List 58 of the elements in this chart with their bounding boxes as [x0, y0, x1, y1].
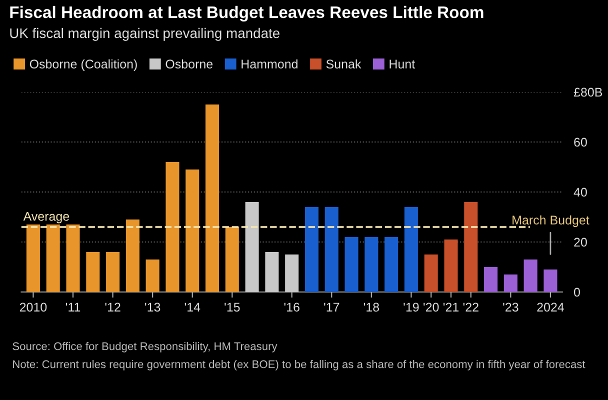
x-tick-label: '15 [224, 302, 240, 312]
bar [304, 207, 318, 292]
x-tick-label: '12 [105, 302, 120, 312]
ref-line-label: Average [23, 212, 70, 224]
bar [245, 202, 259, 292]
bar [504, 274, 518, 292]
chart-subtitle: UK fiscal margin against prevailing mandate [10, 28, 280, 41]
bar [364, 237, 378, 292]
chart-title: Fiscal Headroom at Last Budget Leaves Reeves Little Room [10, 6, 484, 22]
x-tick-label: '22 [463, 302, 478, 312]
x-tick-label: '23 [503, 302, 518, 312]
bar [66, 224, 80, 292]
bar [186, 170, 200, 292]
bar [524, 260, 538, 292]
bar [285, 254, 299, 292]
x-tick-label: '14 [184, 302, 200, 312]
x-tick-label: '18 [364, 302, 380, 312]
x-tick-label: '16 [284, 302, 300, 312]
y-tick-label: 40 [574, 188, 587, 197]
bar [265, 252, 279, 292]
bar [464, 202, 478, 292]
x-tick-label: 2010 [20, 302, 47, 312]
x-tick-label: '21 [443, 302, 459, 312]
legend-label: Hammond [242, 59, 298, 68]
bar [26, 224, 40, 292]
bar [324, 207, 338, 292]
x-tick-label: 2024 [537, 302, 564, 312]
bar [86, 252, 100, 292]
y-tick-label: 0 [574, 288, 580, 297]
bar [484, 267, 498, 292]
bar [544, 270, 558, 292]
bar [106, 252, 120, 292]
y-tick-label: 20 [574, 238, 587, 247]
x-tick-label: '13 [145, 302, 160, 312]
bar [206, 104, 220, 292]
legend-label: Sunak [326, 59, 362, 68]
bar [444, 240, 458, 292]
x-tick-label: '17 [324, 302, 340, 312]
bar [46, 224, 60, 292]
bar [424, 254, 438, 292]
bar [126, 220, 140, 292]
bar [384, 237, 398, 292]
bar [225, 227, 239, 292]
legend-label: Osborne (Coalition) [30, 59, 137, 71]
text: Note: Current rules require government debt (ex BOE) to be falling as a share of the economy in fifth year of forecast [13, 360, 586, 370]
bar [146, 260, 160, 292]
legend-label: Osborne [166, 59, 213, 68]
x-tick-label: '20 [424, 302, 439, 312]
annotation: March Budget [512, 215, 590, 227]
y-tick-label: 60 [574, 138, 587, 147]
source-note: Source: Office for Budget Responsibility, HM Treasury [12, 342, 278, 352]
bar [404, 207, 418, 292]
x-tick-label: '11 [66, 302, 80, 312]
legend-label: Hunt [390, 60, 416, 68]
y-tick-label: £80B [574, 88, 602, 97]
x-tick-label: '19 [404, 302, 419, 312]
bar [166, 162, 180, 292]
bar [344, 237, 358, 292]
